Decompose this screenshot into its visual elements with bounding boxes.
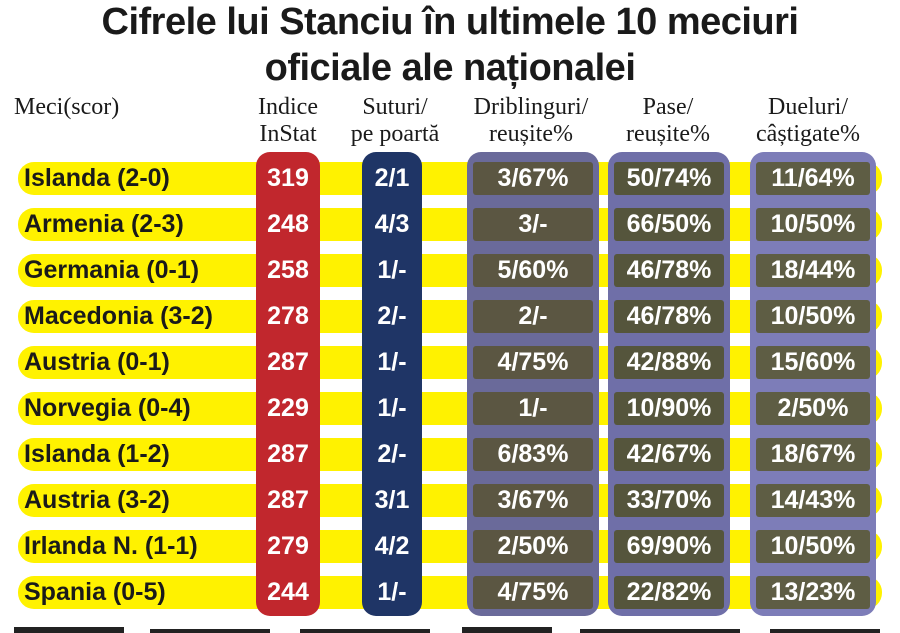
header-instat-line2: InStat (259, 121, 317, 147)
header-suturi: Suturi/ pe poartă (330, 94, 460, 148)
cell-pase: 22/82% (614, 576, 724, 609)
row-band (18, 438, 882, 471)
cell-dueluri: 10/50% (756, 300, 870, 333)
cell-driblinguri: 6/83% (473, 438, 593, 471)
cell-driblinguri: 4/75% (473, 576, 593, 609)
row-band (18, 208, 882, 241)
cell-pase: 42/67% (614, 438, 724, 471)
match-label: Germania (0-1) (24, 256, 200, 284)
cell-instat: 319 (267, 164, 309, 192)
match-label: Spania (0-5) (24, 578, 166, 606)
header-driblinguri-line1: Driblinguri/ (473, 94, 589, 120)
cell-dueluri: 15/60% (756, 346, 870, 379)
cell-driblinguri: 3/67% (473, 162, 593, 195)
cell-suturi: 1/- (377, 578, 407, 606)
cell-suturi: 2/- (377, 302, 407, 330)
cell-dueluri: 11/64% (756, 162, 870, 195)
column-suturi-bar (362, 152, 422, 616)
header-meci: Meci(scor) (14, 94, 120, 120)
row-band (18, 254, 882, 287)
cell-instat: 244 (267, 578, 309, 606)
cell-driblinguri: 4/75% (473, 346, 593, 379)
row-band (18, 530, 882, 563)
cell-suturi: 2/1 (374, 164, 410, 192)
cell-instat: 258 (267, 256, 309, 284)
cell-suturi: 3/1 (374, 486, 410, 514)
header-pase: Pase/ reușite% (605, 94, 731, 148)
match-label: Islanda (2-0) (24, 164, 170, 192)
cell-driblinguri: 2/- (473, 300, 593, 333)
cell-instat: 248 (267, 210, 309, 238)
cell-dueluri: 18/44% (756, 254, 870, 287)
chart-title-line2: oficiale ale naționalei (264, 47, 636, 89)
cell-pase: 50/74% (614, 162, 724, 195)
cell-dueluri: 13/23% (756, 576, 870, 609)
cell-driblinguri: 3/- (473, 208, 593, 241)
header-instat-line1: Indice (258, 94, 318, 120)
row-band (18, 346, 882, 379)
cell-pase: 46/78% (614, 254, 724, 287)
cropped-next-text-strip (0, 622, 900, 633)
cropped-text-fragment (14, 627, 880, 633)
match-label: Macedonia (3-2) (24, 302, 213, 330)
cell-instat: 279 (267, 532, 309, 560)
cell-dueluri: 10/50% (756, 530, 870, 563)
cell-dueluri: 2/50% (756, 392, 870, 425)
row-band (18, 484, 882, 517)
cell-pase: 69/90% (614, 530, 724, 563)
cell-suturi: 1/- (377, 394, 407, 422)
header-suturi-line2: pe poartă (350, 121, 440, 147)
cell-instat: 229 (267, 394, 309, 422)
cell-pase: 10/90% (614, 392, 724, 425)
match-label: Irlanda N. (1-1) (24, 532, 198, 560)
cell-suturi: 2/- (377, 440, 407, 468)
cell-instat: 287 (267, 348, 309, 376)
cell-instat: 278 (267, 302, 309, 330)
header-dueluri: Dueluri/ câștigate% (738, 94, 878, 148)
cell-pase: 66/50% (614, 208, 724, 241)
cell-instat: 287 (267, 440, 309, 468)
cell-driblinguri: 5/60% (473, 254, 593, 287)
row-band (18, 576, 882, 609)
match-label: Norvegia (0-4) (24, 394, 191, 422)
header-driblinguri-line2: reușite% (489, 121, 573, 147)
header-driblinguri: Driblinguri/ reușite% (456, 94, 606, 148)
row-band (18, 162, 882, 195)
cell-pase: 46/78% (614, 300, 724, 333)
row-band (18, 300, 882, 333)
match-label: Austria (3-2) (24, 486, 170, 514)
row-band (18, 392, 882, 425)
header-dueluri-line1: Dueluri/ (768, 94, 848, 120)
cell-pase: 42/88% (614, 346, 724, 379)
header-instat: Indice InStat (240, 94, 336, 148)
cell-suturi: 4/2 (374, 532, 410, 560)
cell-driblinguri: 2/50% (473, 530, 593, 563)
cell-dueluri: 10/50% (756, 208, 870, 241)
header-pase-line1: Pase/ (642, 94, 694, 120)
cell-suturi: 4/3 (374, 210, 410, 238)
cell-dueluri: 14/43% (756, 484, 870, 517)
match-label: Islanda (1-2) (24, 440, 170, 468)
column-instat-bar (256, 152, 320, 616)
cell-driblinguri: 3/67% (473, 484, 593, 517)
cell-instat: 287 (267, 486, 309, 514)
header-dueluri-line2: câștigate% (756, 121, 860, 147)
cell-pase: 33/70% (614, 484, 724, 517)
cell-suturi: 1/- (377, 256, 407, 284)
header-suturi-line1: Suturi/ (362, 94, 428, 120)
cell-dueluri: 18/67% (756, 438, 870, 471)
match-label: Armenia (2-3) (24, 210, 184, 238)
cell-suturi: 1/- (377, 348, 407, 376)
chart-title-line1: Cifrele lui Stanciu în ultimele 10 meciu… (101, 1, 800, 43)
header-pase-line2: reușite% (626, 121, 710, 147)
match-label: Austria (0-1) (24, 348, 170, 376)
cell-driblinguri: 1/- (473, 392, 593, 425)
